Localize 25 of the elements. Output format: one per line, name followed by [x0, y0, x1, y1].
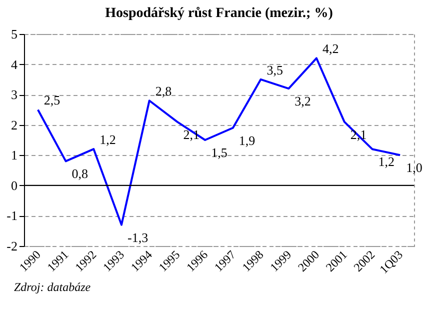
data-label: 1,5: [211, 145, 228, 160]
data-label: -1,3: [128, 230, 148, 245]
data-label: 1,2: [100, 132, 116, 148]
data-label: 1,9: [238, 132, 256, 148]
x-tick-label: 1991: [44, 248, 72, 274]
text: Zdroj: databáze: [14, 280, 437, 295]
y-tick-label: -1: [6, 208, 18, 224]
data-label: 2,5: [44, 92, 60, 108]
data-label: 0,8: [72, 166, 88, 182]
y-tick-label: -2: [6, 238, 18, 254]
y-tick-label: 2: [11, 117, 18, 132]
line-series: [36, 57, 402, 226]
y-tick-label: 5: [11, 26, 18, 42]
y-tick-label: 1: [11, 148, 18, 163]
y-tick-label: 0: [11, 178, 18, 193]
data-label: 2,1: [183, 126, 200, 142]
y-tick-label: 4: [11, 56, 18, 72]
data-label: 3,2: [294, 94, 311, 109]
data-label: 1,2: [378, 154, 394, 170]
data-label: 1,0: [406, 160, 422, 176]
data-label: 2,8: [155, 84, 172, 99]
data-label: 4,2: [322, 41, 339, 56]
chart-title: Hospodářský růst Francie (mezir.; %): [105, 6, 334, 21]
y-tick-label: 3: [11, 87, 18, 102]
data-label: 3,5: [266, 62, 284, 78]
